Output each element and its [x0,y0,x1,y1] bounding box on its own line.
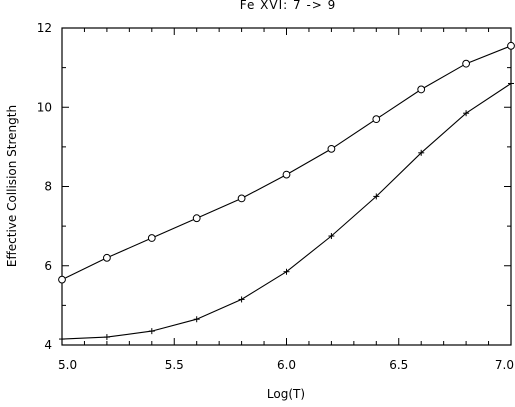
plot-frame [61,27,512,346]
data-point-circle [192,214,201,223]
data-point-plus [373,193,380,200]
data-point-plus [238,296,245,303]
series-layer [58,41,515,343]
data-point-plus [148,328,155,335]
data-point-circle [147,234,156,242]
data-point-circle [462,59,471,68]
x-tick-label: 7.0 [495,358,514,372]
data-point-plus [103,334,110,341]
data-point-plus [463,110,470,117]
x-axis-label: Log(T) [267,387,305,401]
data-point-circle [282,170,291,179]
data-point-circle [372,115,381,124]
data-point-plus [193,316,200,323]
data-point-circle [58,275,66,284]
y-tick-label: 10 [37,100,52,114]
data-point-plus [418,149,425,156]
chart-title: Fe XVI: 7 -> 9 [240,0,337,12]
y-tick-label: 4 [44,338,52,352]
y-tick-label: 12 [37,21,52,35]
series-line-2 [61,83,512,340]
data-point-plus [59,336,65,343]
x-tick-label: 5.5 [165,358,184,372]
x-tick-label: 6.0 [277,358,296,372]
data-point-plus [328,233,335,240]
y-axis-label: Effective Collision Strength [5,105,19,267]
data-point-circle [327,144,336,153]
data-point-circle [103,253,111,262]
data-point-plus [508,80,514,87]
data-point-circle [237,194,246,203]
y-tick-label: 8 [44,180,52,194]
x-tick-label: 5.0 [58,358,77,372]
y-tick-label: 6 [44,259,52,273]
data-point-circle [507,41,515,50]
series-line-1 [61,45,512,281]
data-point-circle [417,85,426,94]
x-axis: 5.0 5.5 6.0 6.5 7.0 [58,28,514,372]
data-point-plus [283,268,290,275]
y-axis: 4 6 8 10 12 [37,21,511,352]
x-tick-label: 6.5 [389,358,408,372]
